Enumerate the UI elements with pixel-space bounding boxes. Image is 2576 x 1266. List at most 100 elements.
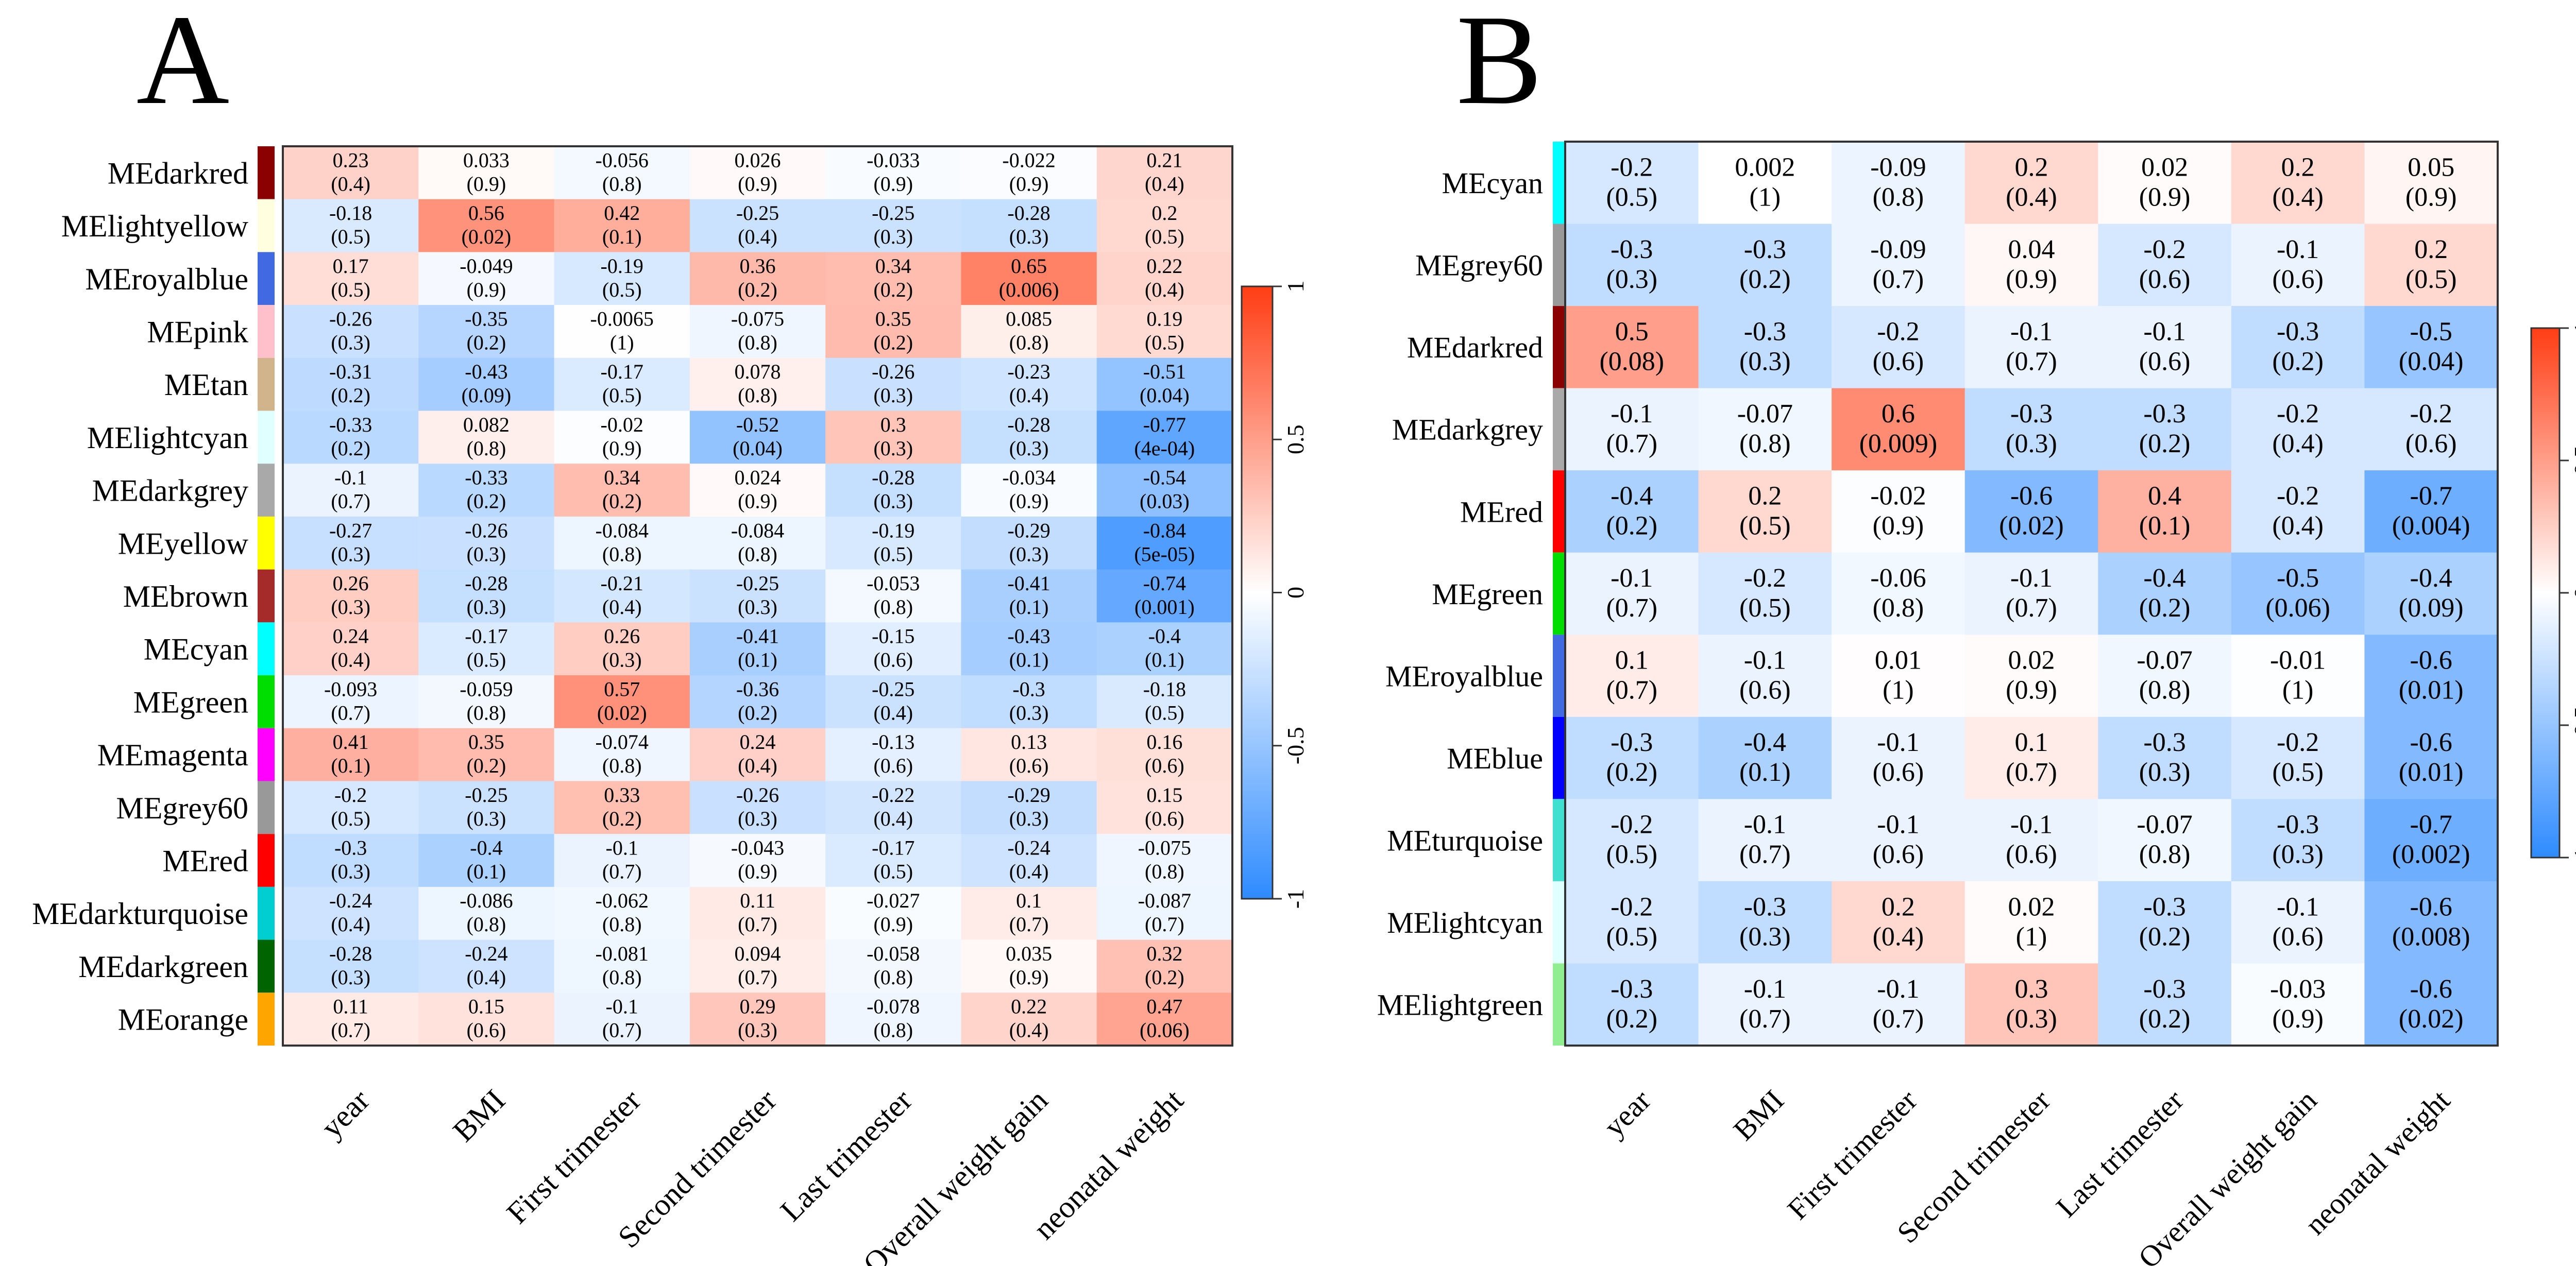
heatmap-cell: -0.1(0.6) [1698,635,1832,717]
cell-fill [554,781,690,834]
colorbar-legend: 1 0.5 0 -0.5 -1 [1241,281,1309,909]
heatmap-cell: -0.2(0.5) [1565,142,1699,225]
p-value: (0.08) [1599,347,1664,376]
row-label: MEyellow [118,526,249,560]
heatmap-cell: 0.078(0.8) [689,357,826,412]
cell-fill [2098,552,2232,635]
cell-fill [1565,306,1699,389]
p-value: (0.2) [602,807,642,830]
p-value: (0.6) [1873,840,1924,869]
row-label: MElightgreen [1377,988,1543,1022]
heatmap-cell: -0.074(0.8) [554,728,690,781]
p-value: (0.5) [1145,225,1184,248]
cell-fill [418,199,555,252]
correlation-value: -0.77 [1143,413,1186,436]
cell-fill [1096,569,1233,623]
correlation-value: -0.1 [2277,892,2319,921]
heatmap-cell: -0.28(0.3) [418,569,555,623]
p-value: (0.7) [1606,593,1657,623]
cell-fill [2098,224,2232,306]
heatmap-cell: -0.2(0.4) [2231,470,2365,553]
cell-fill [2098,963,2232,1046]
correlation-value: -0.6 [2410,646,2452,675]
correlation-value: -0.09 [1870,152,1926,182]
heatmap-cell: -0.06(0.8) [1832,552,1965,635]
p-value: (0.1) [1009,648,1049,672]
cell-fill [2364,142,2498,225]
p-value: (0.3) [873,490,913,513]
p-value: (0.4) [1009,1019,1049,1042]
module-color-bar [258,569,275,623]
correlation-value: 0.41 [333,730,369,754]
correlation-value: 0.47 [1146,995,1182,1018]
heatmap-cell: 0.002(1) [1698,142,1832,225]
cell-fill [2098,799,2232,882]
heatmap-cell: -0.54(0.03) [1096,464,1233,517]
p-value: (0.2) [467,331,506,354]
heatmap-cell: -0.2(0.5) [1565,799,1699,882]
heatmap-cell: -0.6(0.01) [2364,635,2498,717]
cell-fill [1832,224,1965,306]
p-value: (0.4) [2272,429,2324,458]
heatmap-row: MEgrey60 -0.2(0.5)-0.25(0.3)0.33(0.2)-0.2… [116,781,1233,834]
correlation-value: 0.078 [735,360,781,383]
correlation-value: -0.3 [1012,677,1045,700]
p-value: (0.7) [738,913,777,936]
p-value: (0.03) [1140,490,1190,513]
p-value: (0.004) [2392,511,2470,541]
p-value: (0.01) [2399,758,2464,787]
heatmap-cell: 0.16(0.6) [1096,728,1233,781]
cell-fill [689,834,826,887]
correlation-value: -0.034 [1002,466,1055,489]
cell-fill [825,410,961,464]
cell-fill [1565,470,1699,553]
heatmap-cell: 0.04(0.9) [1964,224,2098,306]
cell-fill [418,834,555,887]
heatmap-cell: -0.29(0.3) [961,781,1097,834]
p-value: (0.6) [873,754,913,777]
p-value: (0.3) [1739,347,1791,376]
cell-fill [1096,886,1233,940]
cell-fill [689,569,826,623]
cell-fill [418,305,555,358]
cell-fill [2098,716,2232,799]
correlation-value: -0.09 [1870,235,1926,264]
heatmap-cell: -0.15(0.6) [825,622,961,676]
cell-fill [689,993,826,1046]
heatmap-cell: -0.086(0.8) [418,886,555,940]
p-value: (0.04) [733,437,783,460]
heatmap-cell: -0.4(0.09) [2364,552,2498,635]
heatmap-cell: -0.28(0.3) [961,410,1097,464]
correlation-value: -0.3 [2277,810,2319,840]
heatmap-border [1564,141,2499,1047]
heatmap-row: MEdarkgrey -0.1(0.7)-0.33(0.2)0.34(0.2)0.… [92,464,1233,517]
correlation-value: -0.6 [2010,482,2053,511]
p-value: (0.3) [1009,701,1049,724]
correlation-value: 0.36 [740,254,776,278]
correlation-value: -0.3 [2277,317,2319,346]
correlation-value: -0.15 [872,625,914,648]
heatmap-row: MEdarkred 0.5(0.08)-0.3(0.3)-0.2(0.6)-0.1… [1407,306,2498,389]
correlation-value: 0.11 [333,995,368,1018]
heatmap-cell: -0.29(0.3) [961,516,1097,570]
heatmap-cell: -0.24(0.4) [283,886,419,940]
correlation-value: -0.022 [1002,148,1055,172]
heatmap-cell: -0.3(0.2) [1565,716,1699,799]
cell-fill [2231,388,2365,471]
p-value: (0.5) [1739,593,1791,623]
correlation-value: 0.21 [1146,148,1182,172]
heatmap-row: MEgreen -0.093(0.7)-0.059(0.8)0.57(0.02)-… [133,675,1233,729]
correlation-value: -0.54 [1143,466,1186,489]
p-value: (0.9) [2006,265,2057,294]
heatmap-cell: -0.081(0.8) [554,939,690,993]
heatmap-cell: -0.1(0.7) [1832,963,1965,1046]
cell-fill [1096,939,1233,993]
cell-fill [554,252,690,305]
p-value: (0.7) [1739,840,1791,869]
heatmap-cell: -0.4(0.1) [418,834,555,887]
heatmap-row: MElightgreen -0.3(0.2)-0.1(0.7)-0.1(0.7)0… [1377,963,2498,1046]
row-label: MEgreen [1432,577,1543,611]
heatmap-cell: -0.1(0.7) [1964,552,2098,635]
heatmap-cell: -0.3(0.3) [2098,716,2232,799]
heatmap-cell: -0.41(0.1) [689,622,826,676]
